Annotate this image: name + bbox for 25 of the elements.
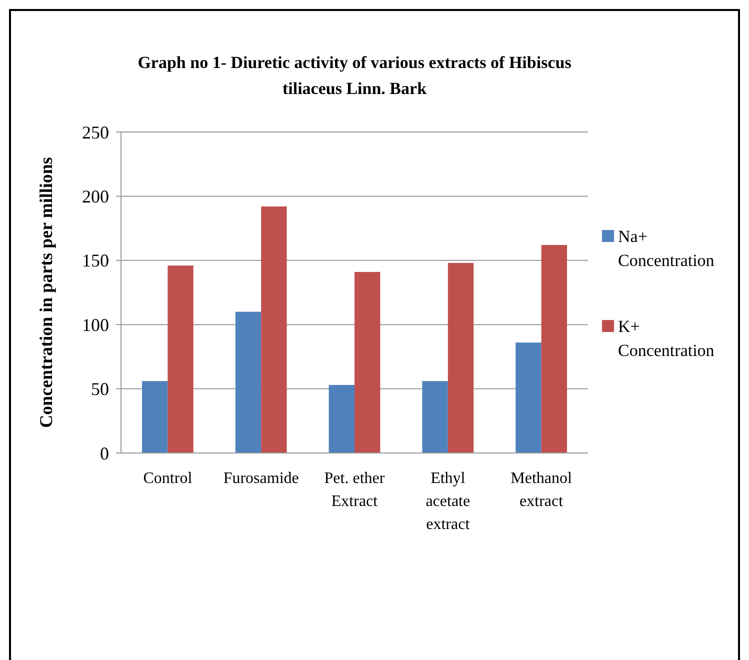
y-tick-label: 50 [91,379,109,400]
x-tick-label: Methanol extract [510,470,573,510]
chart-title: Graph no 1- Diuretic activity of various extracts of Hibiscus tiliaceus Linn. Bark [138,53,572,98]
bar [541,244,567,453]
x-tick-label: Control [143,470,193,487]
y-tick-label: 100 [82,314,109,335]
y-tick-label: 250 [82,122,109,142]
bar [516,342,542,453]
bar [448,262,474,453]
x-tick-label: Furosamide [223,470,299,487]
y-tick-label: 150 [82,250,109,271]
y-tick-label: 200 [82,186,109,206]
bar [142,381,168,453]
y-axis-title: Concentration in parts per millions [36,157,56,428]
bar [354,272,380,453]
legend-label: K+ Concentration [618,317,715,360]
x-tick-label: Ethyl acetate extract [426,470,470,533]
bar [261,206,287,453]
y-tick-label: 0 [100,443,109,464]
bar [328,384,354,453]
legend-label: Na+ Concentration [618,227,715,270]
bar [422,381,448,453]
x-tick-label: Pet. ether Extract [324,470,386,510]
bar [235,312,262,453]
bar [168,266,194,453]
